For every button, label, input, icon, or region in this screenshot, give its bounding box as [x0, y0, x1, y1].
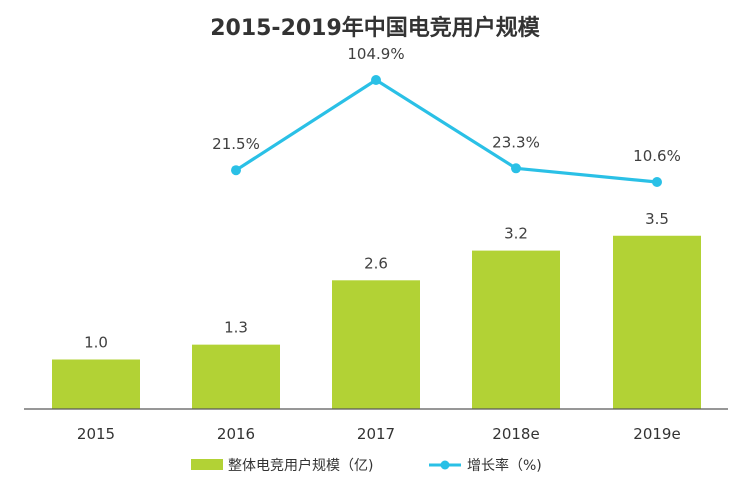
- growth-point-2018e: [511, 163, 521, 174]
- x-axis-ticks: 2015 2016 2017 2018e 2019e: [77, 425, 681, 443]
- bar-label-2017: 2.6: [364, 254, 388, 272]
- growth-label-2016: 21.5%: [212, 135, 260, 153]
- x-tick-2015: 2015: [77, 425, 115, 443]
- x-tick-2016: 2016: [217, 425, 255, 443]
- growth-label-2018e: 23.3%: [492, 133, 540, 151]
- bar-2018e: [472, 250, 560, 409]
- bar-2019e: [613, 235, 701, 409]
- legend-bar-swatch: [191, 459, 223, 470]
- bar-2015: [52, 359, 140, 409]
- bar-label-2019e: 3.5: [645, 210, 669, 228]
- growth-label-2017: 104.9%: [347, 45, 404, 63]
- legend-line-label: 增长率（%): [467, 457, 542, 474]
- x-tick-2017: 2017: [357, 425, 395, 443]
- growth-line: [235, 78, 658, 184]
- growth-line-series: [231, 75, 662, 187]
- x-tick-2018e: 2018e: [492, 425, 539, 443]
- growth-point-2017: [371, 75, 381, 85]
- x-tick-2019e: 2019e: [633, 425, 680, 443]
- growth-value-labels: 21.5% 104.9% 23.3% 10.6%: [212, 45, 681, 165]
- bar-2017: [332, 280, 420, 409]
- growth-point-2016: [231, 165, 241, 176]
- bar-label-2018e: 3.2: [504, 225, 528, 243]
- chart-title: 2015-2019年中国电竞用户规模: [210, 15, 541, 41]
- growth-point-2019e: [652, 177, 662, 187]
- bar-label-2015: 1.0: [84, 334, 108, 352]
- bar-label-2016: 1.3: [224, 319, 248, 337]
- growth-label-2019e: 10.6%: [633, 147, 681, 165]
- legend-bar-label: 整体电竞用户规模（亿): [228, 457, 373, 474]
- bar-value-labels: 1.0 1.3 2.6 3.2 3.5: [84, 210, 669, 352]
- bar-series: [52, 235, 701, 409]
- legend: 整体电竞用户规模（亿) 增长率（%): [191, 457, 542, 474]
- bar-2016: [192, 344, 280, 409]
- legend-line-marker: [440, 460, 450, 470]
